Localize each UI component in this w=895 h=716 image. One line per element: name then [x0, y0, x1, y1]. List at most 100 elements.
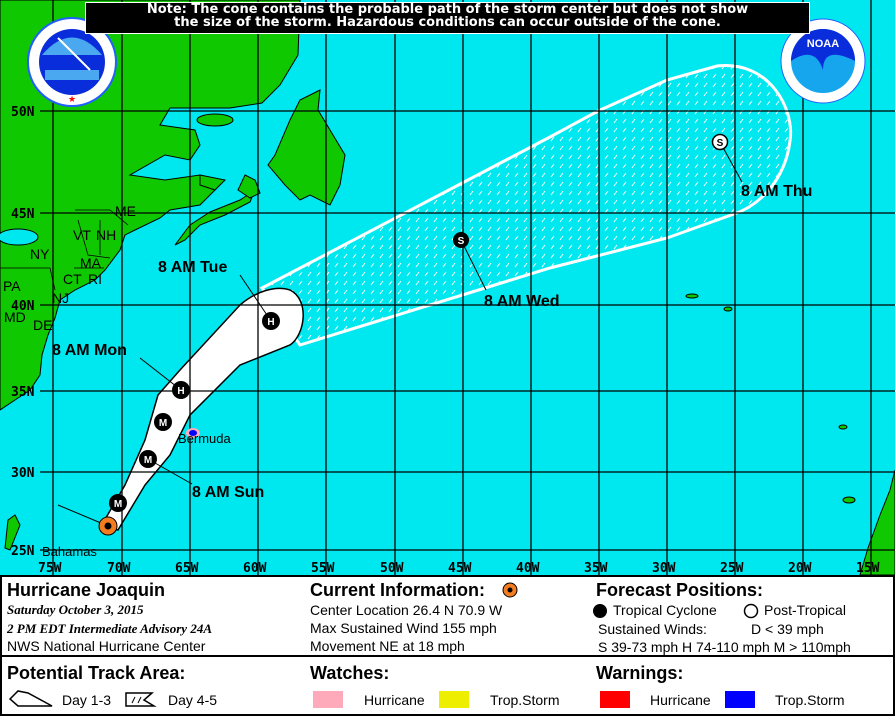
hurricane-warning-swatch [600, 691, 630, 708]
advisory: 2 PM EDT Intermediate Advisory 24A [7, 621, 212, 636]
day-4-5-icon [125, 692, 157, 707]
state-label: ME [115, 203, 136, 219]
label-8am-sun: 8 AM Sun [192, 484, 264, 501]
svg-text:H: H [267, 317, 274, 328]
svg-text:★: ★ [68, 94, 76, 104]
legend-divider [2, 655, 893, 657]
label-8am-tue: 8 AM Tue [158, 259, 227, 276]
longitude-label: 50W [380, 561, 404, 575]
state-label: RI [88, 271, 102, 287]
day-1-3-label: Day 1-3 [62, 692, 112, 708]
center-location: Center Location 26.4 N 70.9 W [310, 602, 503, 618]
forecast-labels: 8 AM Sun 8 AM Mon 8 AM Tue 8 AM Wed 8 AM… [52, 183, 812, 501]
note-line-2: the size of the storm. Hazardous conditi… [174, 15, 721, 30]
shm-definition: S 39-73 mph H 74-110 mph M > 110mph [598, 639, 851, 655]
svg-text:M: M [159, 418, 167, 429]
issuing-center: NWS National Hurricane Center [7, 638, 206, 654]
state-label: VT [73, 227, 91, 243]
canary-islands [842, 496, 856, 504]
state-label: MA [80, 255, 102, 271]
noaa-logo: NOAA [780, 18, 866, 104]
cone-day-4-5 [259, 64, 793, 347]
forecast-point[interactable]: M [109, 494, 127, 512]
longitude-label: 20W [788, 561, 812, 575]
hurricane-watch-label: Hurricane [364, 692, 425, 708]
max-wind: Max Sustained Wind 155 mph [310, 620, 497, 636]
nws-logo: ★ [27, 17, 117, 107]
longitude-label: 70W [107, 561, 131, 575]
lake-ontario [0, 228, 39, 246]
latitude-label: 50N [11, 105, 35, 120]
bermuda-island [189, 430, 197, 436]
anticosti [196, 113, 234, 127]
forecast-point[interactable]: S [453, 232, 469, 248]
ts-watch-label: Trop.Storm [490, 692, 560, 708]
grid-labels: 75W 70W 65W 60W 55W 50W 45W 40W 35W 30W 25W 20W 15W 5… [11, 105, 880, 575]
label-8am-mon: 8 AM Mon [52, 342, 127, 359]
svg-text:S: S [458, 236, 465, 247]
svg-text:NOAA: NOAA [807, 38, 839, 50]
tropical-cyclone-icon [593, 604, 607, 618]
latitude-label: 25N [11, 544, 35, 559]
state-label: MD [4, 309, 26, 325]
svg-text:M: M [144, 455, 152, 466]
madeira [838, 424, 848, 430]
forecast-point[interactable]: M [139, 450, 157, 468]
forecast-point[interactable]: H [262, 312, 280, 330]
forecast-point[interactable]: H [172, 381, 190, 399]
state-labels: ME VT NH NY MA CT RI PA NJ MD DE [3, 203, 136, 333]
state-label: CT [63, 271, 82, 287]
longitude-label: 25W [720, 561, 744, 575]
d-definition: D < 39 mph [751, 621, 824, 637]
azores [685, 293, 699, 299]
longitude-label: 65W [175, 561, 199, 575]
svg-text:M: M [114, 499, 122, 510]
forecast-point[interactable]: M [154, 413, 172, 431]
azores [723, 306, 733, 312]
bahamas-islands [4, 514, 21, 551]
state-label: NH [96, 227, 116, 243]
cone-note: Note: The cone contains the probable pat… [85, 2, 810, 34]
bahamas-label: Bahamas [42, 544, 97, 559]
longitude-label: 60W [243, 561, 267, 575]
ts-warning-label: Trop.Storm [775, 692, 845, 708]
svg-text:S: S [717, 138, 724, 149]
watches-title: Watches: [310, 663, 390, 683]
cape-breton [237, 174, 261, 199]
state-label: NJ [52, 290, 69, 306]
longitude-label: 75W [38, 561, 62, 575]
current-position-icon [502, 582, 518, 598]
hurricane-watch-swatch [313, 691, 343, 708]
label-8am-wed: 8 AM Wed [484, 293, 560, 310]
post-tropical-icon [743, 603, 759, 619]
track-points: M M M H H S S [98, 133, 729, 536]
day-1-3-icon [8, 690, 53, 707]
sustained-winds-label: Sustained Winds: [598, 621, 707, 637]
latitude-label: 35N [11, 385, 35, 400]
warnings-title: Warnings: [596, 663, 684, 683]
ts-watch-swatch [439, 691, 469, 708]
legend-panel: Hurricane Joaquin Saturday October 3, 20… [0, 575, 895, 716]
tropical-cyclone-label: Tropical Cyclone [613, 602, 717, 618]
latitude-label: 40N [11, 299, 35, 314]
pei [199, 174, 227, 191]
current-info-title: Current Information: [310, 580, 485, 600]
ts-warning-swatch [725, 691, 755, 708]
date: Saturday October 3, 2015 [7, 602, 144, 617]
state-label: DE [33, 317, 52, 333]
latitude-label: 45N [11, 207, 35, 222]
map-canvas: ME VT NH NY MA CT RI PA NJ MD DE 75W 70W 6… [0, 0, 895, 575]
svg-text:H: H [177, 386, 184, 397]
post-tropical-point[interactable]: S [711, 133, 729, 151]
longitude-label: 35W [584, 561, 608, 575]
forecast-positions-title: Forecast Positions: [596, 580, 764, 600]
africa [859, 469, 895, 575]
bermuda-label: Bermuda [178, 431, 232, 446]
storm-name: Hurricane Joaquin [7, 580, 166, 600]
current-position-marker[interactable] [98, 516, 118, 536]
track-area-title: Potential Track Area: [7, 663, 186, 683]
label-8am-thu: 8 AM Thu [741, 183, 812, 200]
state-label: NY [30, 246, 50, 262]
movement: Movement NE at 18 mph [310, 638, 465, 654]
